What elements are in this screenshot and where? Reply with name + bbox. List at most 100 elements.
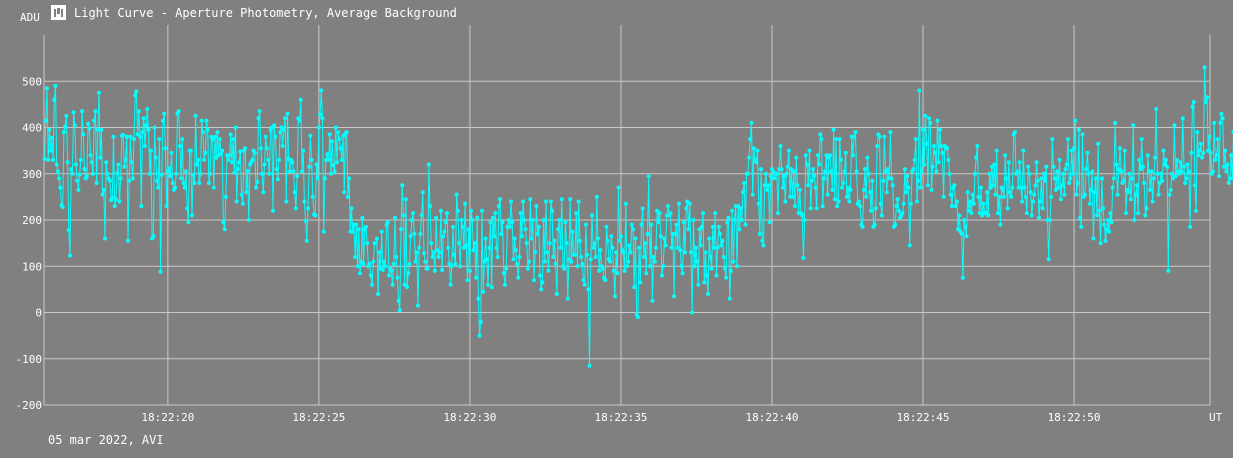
data-point <box>923 113 928 118</box>
y-tick-label: 400 <box>22 122 42 135</box>
data-point <box>779 167 784 172</box>
x-tick-label: 18:22:20 <box>141 411 194 424</box>
x-tick-labels: 18:22:20 18:22:25 18:22:30 18:22:35 18:22:40… <box>141 411 1100 424</box>
data-point <box>1005 206 1010 211</box>
data-point <box>993 192 998 197</box>
data-point <box>169 150 174 155</box>
data-point <box>303 218 308 223</box>
data-point <box>900 211 905 216</box>
data-point <box>1133 192 1138 197</box>
data-point <box>767 220 772 225</box>
data-point <box>517 255 522 259</box>
data-point <box>469 208 474 213</box>
data-point <box>1080 132 1085 137</box>
data-point <box>77 172 82 177</box>
data-point <box>861 187 866 192</box>
data-point <box>507 224 512 229</box>
data-point <box>254 185 259 190</box>
data-point <box>538 273 542 278</box>
data-point <box>271 208 275 213</box>
data-point <box>539 287 544 292</box>
data-point <box>190 213 194 218</box>
data-point <box>1004 176 1009 181</box>
data-point <box>1113 120 1118 125</box>
data-point <box>652 259 657 264</box>
chart-window-icon[interactable] <box>51 5 66 20</box>
data-point <box>144 123 149 128</box>
data-point <box>401 213 406 218</box>
data-point <box>627 243 632 248</box>
data-point <box>1101 206 1106 211</box>
data-point <box>962 218 967 222</box>
data-point <box>1050 137 1055 142</box>
data-point <box>617 238 622 243</box>
data-point <box>1037 215 1041 220</box>
data-point <box>690 310 695 315</box>
data-point <box>812 174 817 179</box>
data-point <box>136 109 141 114</box>
data-point <box>527 259 532 264</box>
data-point <box>546 268 551 273</box>
data-point <box>1218 120 1223 125</box>
data-point <box>780 185 785 190</box>
data-point <box>1021 148 1026 153</box>
data-point <box>295 174 300 179</box>
data-point <box>222 227 227 232</box>
data-point <box>1121 178 1126 183</box>
data-point <box>512 236 517 241</box>
data-point <box>552 238 557 243</box>
data-point <box>302 199 307 204</box>
data-point <box>764 171 768 176</box>
data-point <box>471 248 476 253</box>
data-point <box>853 130 858 135</box>
data-point <box>904 190 909 195</box>
data-point <box>98 155 103 160</box>
data-point <box>725 220 730 225</box>
data-point <box>875 144 880 148</box>
x-tick-label: 18:22:25 <box>292 411 345 424</box>
data-point <box>791 169 796 174</box>
data-point <box>825 192 830 197</box>
data-point <box>515 261 519 266</box>
data-point <box>446 245 451 250</box>
data-point <box>554 292 559 296</box>
data-point <box>706 292 710 296</box>
data-point <box>708 255 713 259</box>
data-point <box>336 130 341 135</box>
data-point <box>193 113 198 118</box>
data-point <box>455 208 460 213</box>
data-point <box>416 303 420 308</box>
data-point <box>281 127 286 132</box>
data-point <box>783 199 788 204</box>
data-point <box>221 220 226 225</box>
data-point <box>757 231 762 236</box>
data-point <box>472 241 477 246</box>
data-point <box>1003 153 1008 158</box>
data-point <box>449 264 454 269</box>
data-point <box>105 171 110 176</box>
data-point <box>707 236 712 241</box>
data-point <box>587 363 592 368</box>
data-point <box>76 187 81 192</box>
data-point <box>272 123 277 128</box>
data-point <box>915 199 919 204</box>
data-point <box>940 150 945 155</box>
data-point <box>231 137 236 142</box>
y-tick-labels: -200 -100 0 100 200 300 400 500 <box>16 75 43 412</box>
data-point <box>290 160 295 165</box>
data-point <box>1027 171 1032 176</box>
data-point <box>610 245 615 250</box>
data-point <box>1035 178 1040 183</box>
data-point <box>383 264 388 269</box>
data-point <box>645 231 650 236</box>
y-tick-label: 0 <box>35 307 42 320</box>
data-point <box>389 268 394 273</box>
data-point <box>633 236 638 241</box>
data-point <box>563 220 568 225</box>
data-point <box>135 132 140 137</box>
data-point <box>551 255 556 259</box>
data-point <box>1186 169 1191 174</box>
data-point <box>331 163 336 168</box>
data-point <box>1076 127 1081 132</box>
data-point <box>521 199 526 204</box>
